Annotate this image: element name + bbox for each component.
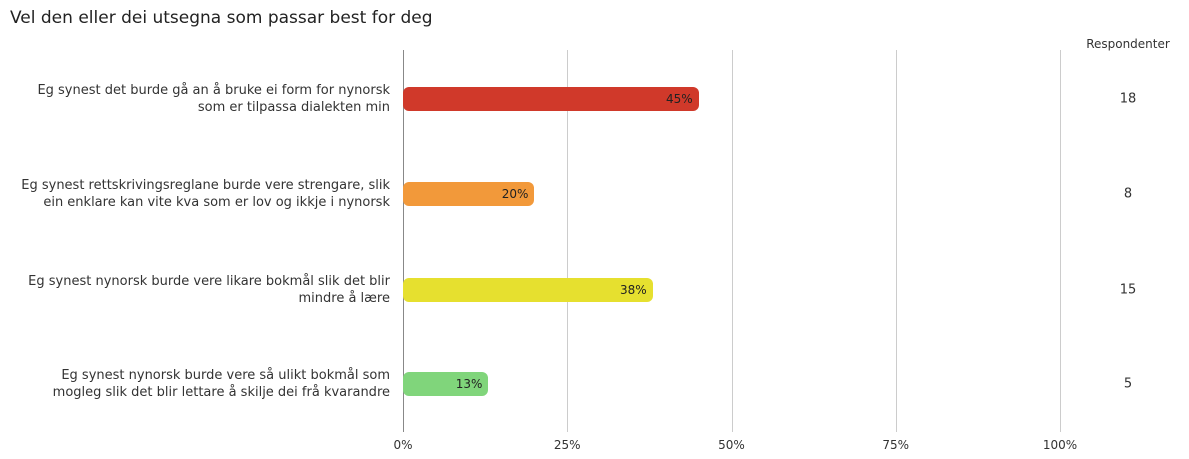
value-label: 13% <box>455 377 483 391</box>
respondent-count: 5 <box>1123 376 1133 392</box>
value-label: 20% <box>501 187 529 201</box>
chart-title: Vel den eller dei utsegna som passar bes… <box>10 8 433 28</box>
bar <box>403 372 489 396</box>
x-tick-label: 50% <box>718 438 745 452</box>
respondent-count: 8 <box>1123 186 1133 202</box>
bar <box>403 182 535 206</box>
y-tick-label: Eg synest det burde gå an å bruke ei for… <box>37 83 390 115</box>
grid-line <box>895 50 897 432</box>
x-tick-label: 25% <box>553 438 581 452</box>
value-label: 38% <box>619 283 647 297</box>
x-tick-label: 75% <box>882 438 910 452</box>
grid-line <box>403 50 404 432</box>
grid-line <box>731 50 733 432</box>
y-tick-label: Eg synest nynorsk burde vere så ulikt bo… <box>52 368 390 400</box>
respondent-count: 18 <box>1119 91 1137 107</box>
value-label: 45% <box>665 92 693 106</box>
x-tick-label: 100% <box>1042 438 1078 452</box>
x-tick-label: 0% <box>393 438 413 452</box>
y-tick-label: Eg synest nynorsk burde vere likare bokm… <box>28 274 390 306</box>
respondents-header: Respondenter <box>1086 37 1170 51</box>
grid-line <box>1060 50 1061 432</box>
respondent-count: 15 <box>1119 282 1137 298</box>
grid-line <box>567 50 569 432</box>
bar <box>403 87 699 111</box>
y-tick-label: Eg synest rettskrivingsreglane burde ver… <box>21 178 390 210</box>
bar <box>403 278 653 302</box>
